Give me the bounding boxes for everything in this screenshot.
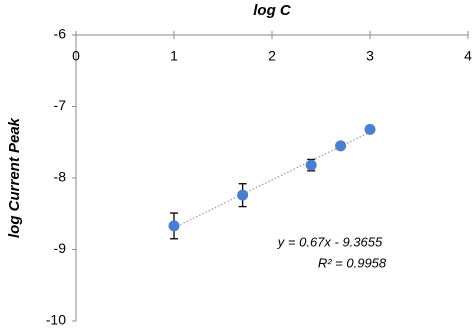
y-tick-label: -7 [54,97,67,113]
y-tick-label: -10 [46,312,66,328]
y-tick-label: -8 [54,169,67,185]
point [237,189,249,201]
point [305,159,317,171]
point [168,220,180,232]
x-tick-label: 0 [72,48,80,64]
r-squared: R² = 0.9958 [318,255,387,270]
x-tick-label: 4 [464,48,472,64]
x-tick-label: 1 [170,48,178,64]
x-axis-title: log C [253,2,292,19]
trendline [173,131,371,229]
y-axis-title: log Current Peak [6,117,23,238]
equation: y = 0.67x - 9.3655 [277,234,383,249]
point [335,140,347,152]
x-tick-label: 3 [366,48,374,64]
point [364,123,376,135]
y-tick-label: -6 [54,26,67,42]
x-tick-label: 2 [268,48,276,64]
y-tick-label: -9 [54,240,67,256]
